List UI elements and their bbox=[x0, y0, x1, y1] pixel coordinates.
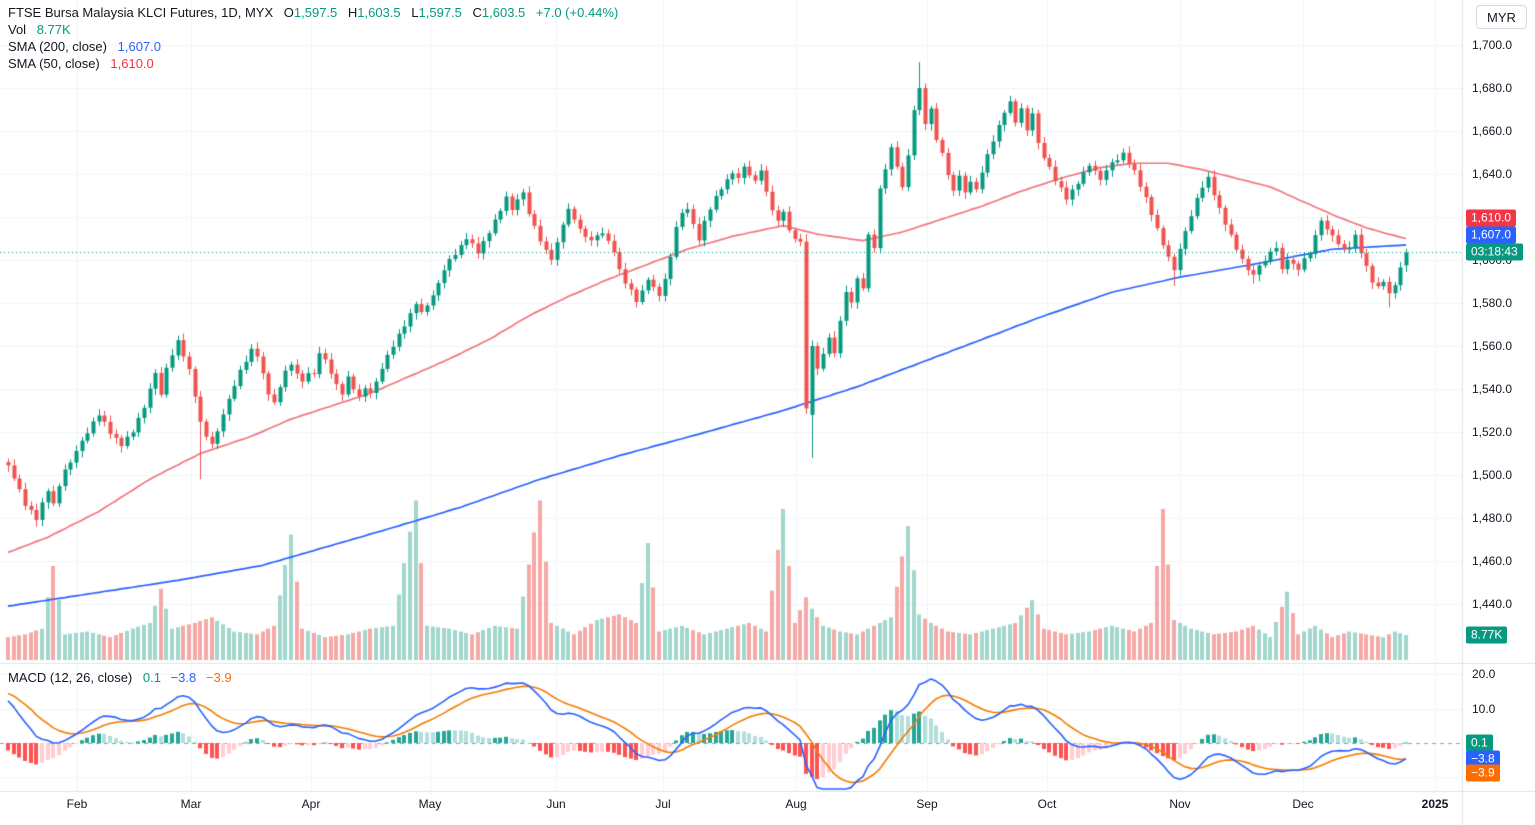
price-tick-label: 1,580.0 bbox=[1472, 296, 1513, 310]
low-value: 1,597.5 bbox=[418, 5, 462, 20]
volume-label: Vol bbox=[8, 22, 27, 37]
sma200-price-badge: 1,607.0 bbox=[1466, 226, 1517, 244]
sma200-value: 1,607.0 bbox=[117, 39, 161, 54]
macd-legend-row[interactable]: MACD (12, 26, close) 0.1 −3.8 −3.9 bbox=[8, 670, 232, 685]
sma50-legend-row[interactable]: SMA (50, close) 1,610.0 bbox=[8, 55, 618, 72]
macd-signal-badge: −3.9 bbox=[1466, 764, 1500, 782]
time-axis-label: Jul bbox=[655, 797, 671, 811]
time-axis-label: Aug bbox=[785, 797, 807, 811]
change-value: +7.0 (+0.44%) bbox=[535, 5, 619, 20]
price-tick-label: 1,480.0 bbox=[1472, 511, 1513, 525]
low-label: L bbox=[411, 5, 419, 20]
time-axis-label: Apr bbox=[301, 797, 321, 811]
time-axis-label: Dec bbox=[1292, 797, 1314, 811]
open-value: 1,597.5 bbox=[293, 5, 338, 20]
volume-badge: 8.77K bbox=[1466, 626, 1508, 644]
sma50-value: 1,610.0 bbox=[110, 56, 154, 71]
price-tick-label: 1,520.0 bbox=[1472, 425, 1513, 439]
price-tick-label: 1,500.0 bbox=[1472, 468, 1513, 482]
symbol-legend-row[interactable]: FTSE Bursa Malaysia KLCI Futures, 1D, MY… bbox=[8, 4, 618, 21]
countdown-badge: 03:18:43 bbox=[1466, 243, 1523, 261]
macd-label: MACD (12, 26, close) bbox=[8, 670, 133, 685]
time-axis-label: May bbox=[418, 797, 442, 811]
time-axis-label: Feb bbox=[66, 797, 88, 811]
high-value: 1,603.5 bbox=[357, 5, 401, 20]
sma200-label: SMA (200, close) bbox=[8, 39, 107, 54]
macd-hist-value: 0.1 bbox=[142, 670, 161, 685]
macd-tick-label: 20.0 bbox=[1472, 667, 1496, 682]
price-tick-label: 1,540.0 bbox=[1472, 382, 1513, 396]
price-tick-label: 1,460.0 bbox=[1472, 554, 1513, 568]
sma50-price-badge: 1,610.0 bbox=[1466, 209, 1517, 227]
time-axis-label: Sep bbox=[916, 797, 938, 811]
time-axis-label: Nov bbox=[1169, 797, 1191, 811]
sma50-label: SMA (50, close) bbox=[8, 56, 100, 71]
volume-legend-row[interactable]: Vol 8.77K bbox=[8, 21, 618, 38]
price-tick-label: 1,660.0 bbox=[1472, 124, 1513, 138]
time-axis[interactable] bbox=[0, 791, 1462, 825]
time-axis-label: Mar bbox=[180, 797, 202, 811]
price-tick-label: 1,700.0 bbox=[1472, 38, 1513, 52]
macd-signal-value: −3.9 bbox=[205, 670, 232, 685]
currency-button[interactable]: MYR bbox=[1476, 5, 1527, 29]
close-value: 1,603.5 bbox=[481, 5, 526, 20]
price-tick-label: 1,640.0 bbox=[1472, 167, 1513, 181]
price-tick-label: 1,440.0 bbox=[1472, 597, 1513, 611]
macd-line-badge: −3.8 bbox=[1466, 750, 1500, 768]
high-label: H bbox=[347, 5, 358, 20]
price-tick-label: 1,680.0 bbox=[1472, 81, 1513, 95]
close-label: C bbox=[472, 5, 482, 20]
volume-value: 8.77K bbox=[36, 22, 71, 37]
symbol-title: FTSE Bursa Malaysia KLCI Futures, 1D, MY… bbox=[8, 5, 274, 20]
time-axis-label: 2025 bbox=[1421, 797, 1449, 811]
macd-tick-label: 10.0 bbox=[1472, 701, 1496, 716]
sma200-legend-row[interactable]: SMA (200, close) 1,607.0 bbox=[8, 38, 618, 55]
chart-legend: FTSE Bursa Malaysia KLCI Futures, 1D, MY… bbox=[8, 4, 618, 72]
macd-hist-badge: 0.1 bbox=[1466, 734, 1493, 752]
price-tick-label: 1,560.0 bbox=[1472, 339, 1513, 353]
time-axis-label: Oct bbox=[1037, 797, 1057, 811]
macd-line-value: −3.8 bbox=[170, 670, 197, 685]
open-label: O bbox=[283, 5, 294, 20]
time-axis-label: Jun bbox=[546, 797, 566, 811]
